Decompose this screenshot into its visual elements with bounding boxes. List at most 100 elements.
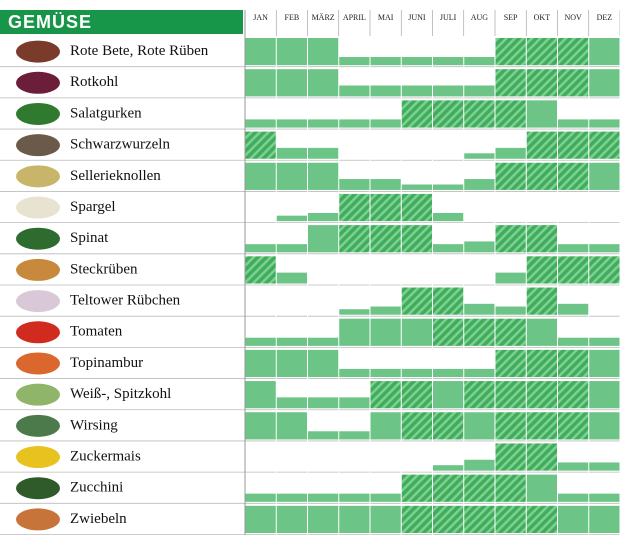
vegetable-name: Zuckermais — [70, 448, 141, 464]
availability-cell — [526, 475, 557, 502]
vegetable-icon — [16, 259, 60, 281]
vegetable-icon — [16, 321, 60, 343]
vegetable-name: Sellerieknollen — [70, 168, 161, 184]
availability-cell — [308, 163, 339, 190]
availability-cell — [526, 350, 557, 377]
availability-cell — [276, 397, 307, 408]
availability-cell — [495, 412, 526, 439]
availability-cell — [401, 194, 432, 221]
availability-cell — [339, 86, 370, 97]
availability-cell — [276, 69, 307, 96]
availability-cell — [495, 350, 526, 377]
vegetable-name: Rotkohl — [70, 74, 118, 90]
availability-cell — [589, 462, 620, 470]
availability-cell — [245, 69, 276, 96]
availability-cell — [526, 412, 557, 439]
vegetable-name: Rote Bete, Rote Rüben — [70, 43, 209, 59]
availability-cell — [370, 307, 401, 315]
availability-cell — [308, 148, 339, 159]
month-label: DEZ — [597, 13, 613, 22]
availability-cell — [370, 86, 401, 97]
availability-cell — [495, 319, 526, 346]
availability-cell — [495, 506, 526, 533]
month-label: MAI — [378, 13, 394, 22]
availability-cell — [558, 304, 589, 315]
vegetable-name: Wirsing — [70, 417, 118, 433]
availability-cell — [401, 475, 432, 502]
availability-cell — [370, 194, 401, 221]
availability-cell — [433, 369, 464, 377]
availability-cell — [433, 465, 464, 470]
month-label: JAN — [253, 13, 268, 22]
availability-cell — [526, 288, 557, 315]
vegetable-icon — [16, 72, 60, 94]
availability-cell — [495, 69, 526, 96]
availability-cell — [370, 319, 401, 346]
availability-cell — [276, 494, 307, 502]
availability-cell — [339, 506, 370, 533]
availability-cell — [245, 163, 276, 190]
availability-cell — [495, 443, 526, 470]
availability-cell — [526, 225, 557, 252]
availability-cell — [370, 179, 401, 190]
month-label: NOV — [564, 13, 582, 22]
availability-cell — [433, 213, 464, 221]
month-label: JULI — [440, 13, 457, 22]
availability-cell — [401, 225, 432, 252]
availability-cell — [464, 475, 495, 502]
availability-cell — [308, 431, 339, 439]
availability-cell — [464, 381, 495, 408]
vegetable-name: Teltower Rübchen — [70, 293, 181, 309]
availability-cell — [495, 163, 526, 190]
availability-cell — [526, 256, 557, 283]
availability-cell — [370, 381, 401, 408]
availability-cell — [276, 163, 307, 190]
availability-cell — [558, 494, 589, 502]
vegetable-icon — [16, 134, 60, 156]
availability-cell — [558, 350, 589, 377]
availability-cell — [401, 86, 432, 97]
availability-cell — [526, 69, 557, 96]
availability-cell — [495, 381, 526, 408]
vegetable-icon — [16, 197, 60, 219]
availability-cell — [589, 163, 620, 190]
availability-cell — [558, 381, 589, 408]
availability-cell — [589, 350, 620, 377]
availability-cell — [339, 57, 370, 65]
availability-cell — [558, 163, 589, 190]
availability-cell — [339, 309, 370, 314]
availability-cell — [464, 460, 495, 471]
availability-cell — [589, 119, 620, 127]
availability-cell — [526, 100, 557, 127]
availability-cell — [276, 216, 307, 221]
availability-cell — [464, 86, 495, 97]
availability-cell — [308, 69, 339, 96]
availability-cell — [495, 225, 526, 252]
availability-cell — [245, 350, 276, 377]
availability-cell — [339, 225, 370, 252]
availability-cell — [495, 273, 526, 284]
availability-cell — [370, 506, 401, 533]
availability-cell — [276, 119, 307, 127]
availability-cell — [433, 319, 464, 346]
vegetable-name: Spargel — [70, 199, 116, 215]
vegetable-icon — [16, 103, 60, 125]
availability-cell — [464, 153, 495, 158]
availability-cell — [308, 506, 339, 533]
availability-cell — [589, 338, 620, 346]
availability-cell — [276, 273, 307, 284]
month-label: FEB — [285, 13, 300, 22]
availability-cell — [401, 319, 432, 346]
availability-cell — [526, 443, 557, 470]
availability-cell — [464, 100, 495, 127]
availability-cell — [245, 412, 276, 439]
availability-cell — [276, 506, 307, 533]
availability-cell — [433, 475, 464, 502]
availability-cell — [433, 86, 464, 97]
availability-cell — [401, 506, 432, 533]
availability-cell — [526, 506, 557, 533]
vegetable-icon — [16, 477, 60, 499]
availability-cell — [589, 69, 620, 96]
availability-cell — [495, 148, 526, 159]
availability-cell — [308, 338, 339, 346]
